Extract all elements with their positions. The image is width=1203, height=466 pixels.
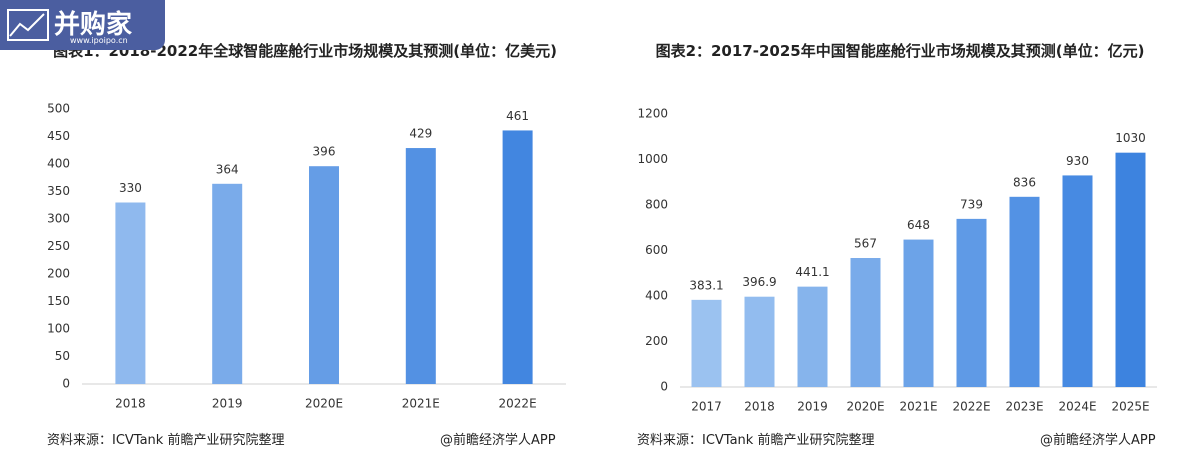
value-label: 383.1 (689, 278, 723, 292)
value-label: 364 (216, 162, 239, 176)
x-tick-label: 2022E (499, 397, 537, 411)
value-label: 441.1 (795, 265, 829, 279)
value-label: 739 (960, 197, 983, 211)
y-tick-label: 100 (47, 322, 70, 336)
bar (309, 166, 339, 384)
y-tick-label: 400 (645, 289, 668, 303)
x-tick-label: 2019 (212, 397, 243, 411)
y-tick-label: 150 (47, 294, 70, 308)
bar (405, 148, 436, 384)
bar (744, 296, 775, 387)
credit: @前瞻经济学人APP (1040, 433, 1156, 448)
y-tick-label: 600 (645, 243, 668, 257)
x-tick-label: 2021E (402, 397, 440, 411)
x-tick-label: 2020E (846, 400, 884, 414)
x-tick-label: 2024E (1058, 400, 1096, 414)
logo: 并购家 www.ipoipo.cn (0, 0, 165, 50)
bar (850, 258, 881, 387)
y-tick-label: 1200 (637, 107, 668, 121)
source: 资料来源：ICVTank 前瞻产业研究院整理 (47, 433, 285, 448)
bar (502, 130, 533, 384)
bar (1009, 196, 1040, 387)
y-tick-label: 300 (47, 212, 70, 226)
y-tick-label: 350 (47, 184, 70, 198)
credit: @前瞻经济学人APP (440, 433, 556, 448)
y-tick-label: 500 (47, 102, 70, 116)
bar (1062, 175, 1093, 387)
x-tick-label: 2018 (115, 397, 146, 411)
value-label: 396.9 (742, 275, 776, 289)
y-tick-label: 200 (645, 334, 668, 348)
chart-title: 图表2：2017-2025年中国智能座舱行业市场规模及其预测(单位：亿元) (655, 42, 1145, 60)
y-tick-label: 250 (47, 239, 70, 253)
bar (956, 218, 987, 387)
logo-url: www.ipoipo.cn (70, 36, 128, 45)
y-tick-label: 200 (47, 267, 70, 281)
bar (691, 299, 722, 387)
logo-name: 并购家 (54, 10, 133, 40)
x-tick-label: 2022E (952, 400, 990, 414)
x-tick-label: 2021E (899, 400, 937, 414)
source: 资料来源：ICVTank 前瞻产业研究院整理 (637, 433, 875, 448)
value-label: 429 (409, 127, 432, 141)
value-label: 930 (1066, 154, 1089, 168)
x-tick-label: 2018 (744, 400, 775, 414)
x-tick-label: 2025E (1111, 400, 1149, 414)
y-tick-label: 0 (660, 380, 668, 394)
bar (1115, 152, 1146, 387)
y-tick-label: 0 (62, 377, 70, 391)
bar (903, 239, 934, 387)
x-tick-label: 2017 (691, 400, 722, 414)
value-label: 330 (119, 181, 142, 195)
bar (115, 202, 146, 384)
bar (212, 183, 243, 384)
x-tick-label: 2020E (305, 397, 343, 411)
logo-icon (7, 9, 49, 41)
y-tick-label: 50 (55, 349, 70, 363)
y-tick-label: 800 (645, 198, 668, 212)
x-tick-label: 2023E (1005, 400, 1043, 414)
bar (797, 286, 828, 387)
y-tick-label: 400 (47, 157, 70, 171)
y-tick-label: 450 (47, 129, 70, 143)
x-tick-label: 2019 (797, 400, 828, 414)
value-label: 567 (854, 237, 877, 251)
value-label: 396 (313, 145, 336, 159)
value-label: 1030 (1115, 131, 1146, 145)
chart-title: 图表1：2018-2022年全球智能座舱行业市场规模及其预测(单位：亿美元) (53, 42, 557, 60)
value-label: 648 (907, 218, 930, 232)
value-label: 836 (1013, 175, 1036, 189)
y-tick-label: 1000 (637, 152, 668, 166)
value-label: 461 (506, 109, 529, 123)
